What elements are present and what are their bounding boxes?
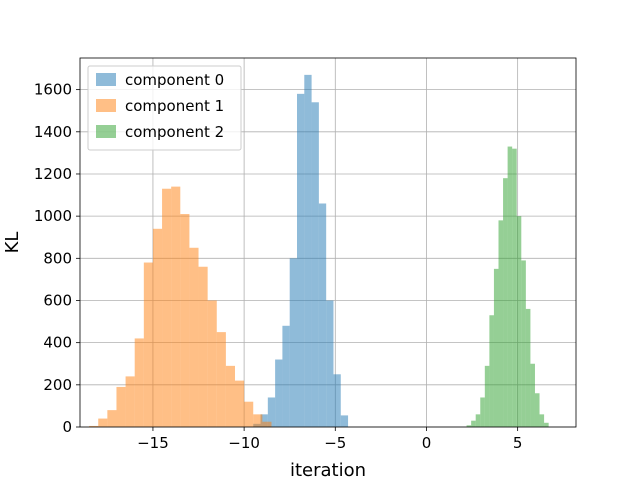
x-tick-label: −5 (324, 434, 346, 452)
histogram-bar (262, 421, 272, 427)
legend-label: component 0 (125, 71, 224, 89)
histogram-bar (134, 338, 144, 427)
histogram-bar (180, 214, 190, 427)
histogram-bar (289, 258, 297, 427)
histogram-bar (539, 414, 545, 427)
histogram-bar (503, 178, 508, 427)
histogram-bar (333, 374, 341, 427)
histogram-bar (152, 228, 163, 427)
histogram-bar (235, 380, 245, 427)
histogram-bar (466, 425, 472, 427)
y-tick-label: 1600 (34, 81, 72, 99)
y-tick-label: 1200 (34, 165, 72, 183)
histogram-bar (189, 247, 199, 427)
histogram-bar (534, 393, 540, 427)
histogram-bar (311, 102, 319, 427)
y-tick-label: 0 (62, 418, 72, 436)
x-tick-label: 0 (422, 434, 432, 452)
histogram-bar (244, 401, 254, 427)
histogram-bar (125, 376, 135, 427)
legend: component 0 component 1 component 2 (87, 65, 242, 151)
legend-label: component 1 (125, 97, 224, 115)
series-1-bars (89, 186, 272, 427)
histogram-bar (507, 146, 513, 427)
plot-frame (79, 57, 577, 428)
legend-swatch (96, 125, 116, 138)
histogram-bar (318, 203, 327, 427)
y-axis-label: KL (2, 232, 23, 254)
y-tick-label: 1000 (34, 207, 72, 225)
histogram-bar (471, 420, 476, 427)
histogram-bar (530, 363, 535, 427)
histogram-bar (304, 74, 312, 428)
histogram-bar (498, 220, 504, 427)
histogram-bar (475, 414, 481, 427)
histogram-bar (260, 414, 268, 427)
y-tick-label: 800 (43, 249, 72, 267)
histogram-bar (267, 397, 276, 427)
x-tick-label: 5 (513, 434, 523, 452)
histogram-bar (89, 425, 99, 427)
histogram-bar (198, 266, 208, 427)
histogram-bar (516, 216, 522, 427)
histogram-bar (207, 300, 217, 427)
histogram-bar (143, 262, 153, 427)
histogram-bar (544, 422, 549, 427)
axis-ticks: −15 −10 −5 0 5 0 200 400 600 800 1000 1200 1400 1600 (34, 81, 523, 452)
histogram-bar (326, 300, 334, 427)
y-tick-label: 200 (43, 376, 72, 394)
histogram-bar (275, 359, 283, 427)
histogram-bar (480, 397, 485, 427)
legend-label: component 2 (125, 123, 224, 141)
histogram-bar (216, 332, 226, 427)
histogram-bar (116, 386, 126, 427)
legend-box (87, 65, 242, 151)
series-0-bars (253, 74, 349, 428)
histogram-bar (253, 414, 263, 427)
histogram-bar (512, 148, 517, 427)
histogram-bar (225, 365, 235, 427)
histogram-bar (162, 188, 172, 427)
histogram-bar (98, 418, 108, 427)
histogram-bar (525, 308, 531, 427)
histogram-bar (107, 410, 117, 427)
histogram-bar (521, 260, 526, 427)
series-2-bars (466, 146, 549, 427)
histogram-bar (489, 315, 494, 427)
legend-swatch (96, 99, 116, 112)
histogram-bar (282, 325, 290, 427)
histogram-bar (297, 93, 305, 428)
x-axis-label: iteration (290, 460, 366, 480)
histogram-bar (171, 186, 181, 427)
histogram-bars (89, 74, 549, 428)
y-tick-label: 600 (43, 291, 72, 309)
x-tick-label: −15 (137, 434, 169, 452)
histogram-bar (493, 268, 499, 427)
y-tick-label: 400 (43, 334, 72, 352)
histogram-bar (484, 365, 490, 427)
legend-swatch (96, 73, 116, 86)
y-tick-label: 1400 (34, 123, 72, 141)
x-tick-label: −10 (228, 434, 260, 452)
histogram-bar (340, 415, 349, 427)
